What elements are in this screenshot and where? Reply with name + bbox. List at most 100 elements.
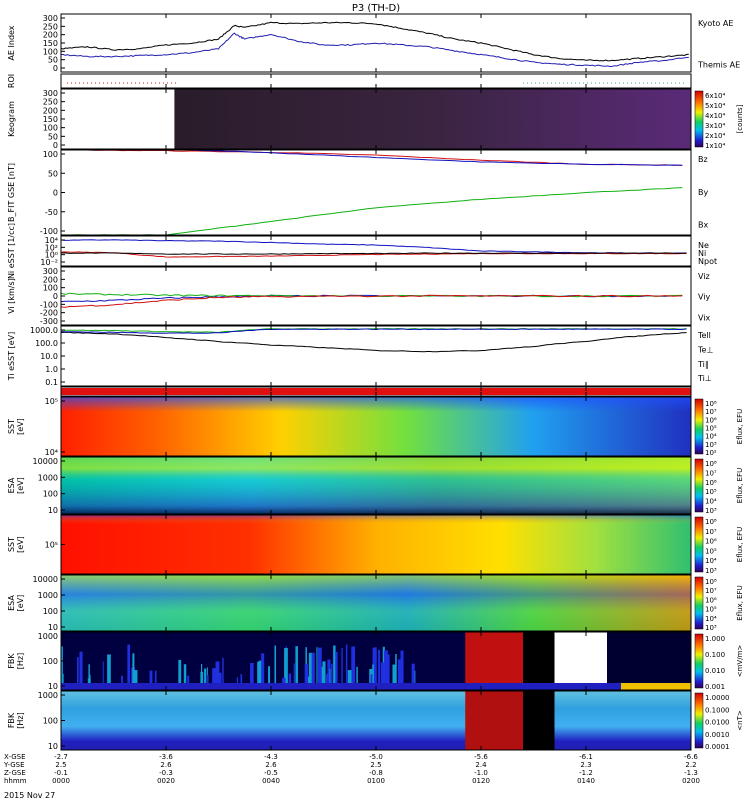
fbk-efield-streak <box>318 647 322 690</box>
series-tell-p6 <box>60 331 687 353</box>
y-tick-label: 0 <box>53 292 58 301</box>
colorbar-tick-label: 10⁷ <box>705 528 717 536</box>
y-axis-label: ROI <box>7 74 16 88</box>
footer-row-label: X-GSE <box>4 753 26 761</box>
fbk-efield-streak <box>411 663 415 690</box>
fbk-efield-late <box>607 632 691 690</box>
fbk-efield-streak <box>304 664 309 690</box>
colorbar-label: Eflux, EFU <box>736 527 744 562</box>
fbk-efield-streak <box>132 654 135 690</box>
fbk-efield-gap-white <box>554 632 607 690</box>
footer-tick-value: -1.2 <box>579 769 593 777</box>
colorbar-label: Eflux, EFU <box>736 585 744 620</box>
colorbar-tick-label: 10⁸ <box>705 518 717 526</box>
footer-tick-value: 0020 <box>157 777 175 785</box>
colorbar-label: Eflux, EFU <box>736 409 744 444</box>
colorbar-tick-label: 3x10⁴ <box>705 122 726 130</box>
fbk-efield-streak <box>330 663 333 690</box>
colorbar-tick-label: 10⁶ <box>705 538 717 546</box>
y-tick-label: 100.0 <box>35 339 58 348</box>
colorbar-tick-label: 10⁷ <box>705 587 717 595</box>
fbk-efield-streak <box>204 668 207 690</box>
fbk-efield-streak <box>345 644 348 690</box>
colorbar-tick-label: 0.0100 <box>705 719 730 727</box>
colorbar-tick-label: 6x10⁴ <box>705 92 726 100</box>
footer-tick-value: -5.6 <box>474 753 488 761</box>
fbk-efield-streak <box>284 648 288 690</box>
footer-tick-value: -6.6 <box>684 753 698 761</box>
footer-row-label: Z-GSE <box>4 769 26 777</box>
series-ni-p4 <box>60 239 687 254</box>
fbk-efield-streak <box>380 662 385 690</box>
legend-entry: Te⊥ <box>697 345 713 354</box>
footer-tick-value: 0140 <box>577 777 595 785</box>
legend-entry: Ti∥ <box>697 360 709 369</box>
red-strip <box>61 388 691 395</box>
colorbar-tick-label: 10³ <box>705 507 717 515</box>
colorbar-tick-label: 10³ <box>705 624 717 632</box>
colorbar <box>694 398 704 455</box>
y-axis-label: Vi [km/s] <box>7 278 16 314</box>
fbk-efield-streak <box>392 664 396 690</box>
y-tick-label: 100 <box>43 607 58 616</box>
y-tick-label: 100 <box>43 47 58 56</box>
y-tick-label: 10 <box>48 623 58 632</box>
y-tick-label: 10⁴ <box>45 448 58 457</box>
colorbar-tick-label: 1x10⁴ <box>705 142 726 150</box>
colorbar-tick-label: 10⁵ <box>705 547 717 555</box>
fbk-efield-streak <box>347 670 352 690</box>
y-axis-label: SST <box>7 537 16 552</box>
fbk-efield-streak <box>274 645 277 690</box>
fbk-efield-streak <box>308 652 312 690</box>
legend-entry: Vix <box>698 313 711 322</box>
y-axis-label: AE Index <box>7 25 16 60</box>
colorbar-tick-label: 10⁸ <box>705 578 717 586</box>
y-tick-label: -200 <box>40 309 58 318</box>
legend-entry: Tell <box>697 331 711 340</box>
legend-entry: Kyoto AE <box>698 19 733 28</box>
legend-entry: Ti⊥ <box>697 374 712 383</box>
colorbar-tick-label: 0.100 <box>705 651 725 659</box>
fbk-efield-streak <box>325 673 328 690</box>
y-tick-label: 100 <box>43 150 58 159</box>
series-bx-p3 <box>61 149 683 166</box>
y-tick-label: 300 <box>43 267 58 276</box>
colorbar-tick-label: 10⁷ <box>705 469 717 477</box>
y-axis-label: B_FIT GSE [nT] <box>7 163 16 222</box>
colorbar-tick-label: 10⁶ <box>705 479 717 487</box>
y-tick-label: 200 <box>43 275 58 284</box>
y-tick-label: 10000 <box>33 457 58 466</box>
y-axis-label: FBK <box>7 712 16 728</box>
series-by-p3 <box>60 187 683 236</box>
y-tick-label: -50 <box>45 208 58 217</box>
y-tick-label: -300 <box>40 317 58 326</box>
y-tick-label: 250 <box>43 98 58 107</box>
fbk-efield-streak <box>187 675 190 690</box>
y-tick-label: 10⁰ <box>45 251 58 260</box>
colorbar-tick-label: 10⁵ <box>705 425 717 433</box>
footer-tick-value: -4.3 <box>264 753 278 761</box>
colorbar-label: <nT> <box>736 710 744 731</box>
fbk-efield-streak <box>215 661 220 690</box>
footer-tick-value: -5.0 <box>369 753 383 761</box>
footer-tick-value: 0200 <box>682 777 700 785</box>
fbk-efield-streak <box>88 664 90 690</box>
colorbar-tick-label: 10⁴ <box>705 498 717 506</box>
y-tick-label: 10 <box>48 506 58 515</box>
y-axis-label: Keogram <box>7 101 16 137</box>
fbk-efield-streak <box>61 646 63 690</box>
colorbar <box>694 576 704 630</box>
y-tick-label: 0 <box>53 141 58 150</box>
y-tick-label: 50 <box>48 132 58 141</box>
colorbar-tick-label: 0.0001 <box>705 743 730 751</box>
fbk-efield-streak <box>397 659 401 690</box>
legend-entry: Ne <box>698 241 709 250</box>
legend-entry: Viz <box>698 272 710 281</box>
fbk-efield-streak <box>341 647 343 690</box>
sst-electron-overlay <box>61 397 691 456</box>
y-tick-label: 1.0 <box>45 365 58 374</box>
legend-entry: Bx <box>698 221 708 230</box>
fbk-efield-gap-dark <box>523 632 555 690</box>
colorbar-tick-label: 1.0000 <box>705 694 730 702</box>
